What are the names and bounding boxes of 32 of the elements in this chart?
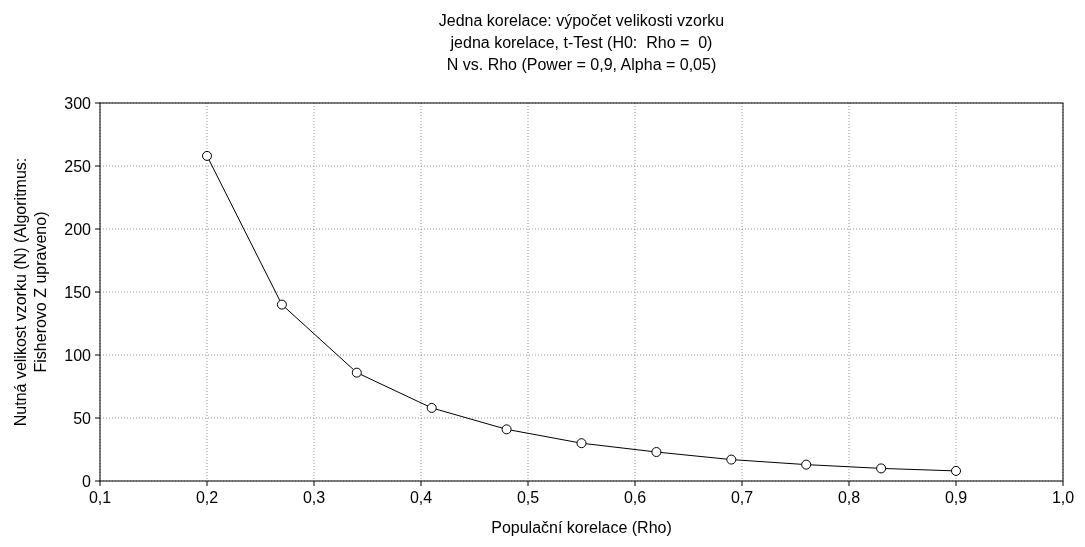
y-tick-label: 150 [64,284,92,301]
point [276,299,287,310]
point [351,367,362,378]
x-tick-label: 0,5 [516,489,540,506]
point [801,459,812,470]
x-tick-label: 0,7 [730,489,754,506]
chart-title: Jedna korelace: výpočet velikosti vzorku [438,12,725,29]
x-tick-label: 0,8 [837,489,861,506]
point [876,463,887,474]
y-axis-title: Nutná velikost vzorku (N) (Algoritmus: Fisherovo Z upraveno) [12,157,49,427]
x-tick-label: 0,1 [88,489,112,506]
y-tick-label: 50 [73,410,92,427]
x-tick-label: 0,6 [623,489,647,506]
point [951,465,961,476]
y-tick-label: 300 [64,95,92,112]
y-tick-label: 200 [64,221,92,238]
point [651,447,662,458]
y-tick-label: 0 [82,473,92,490]
point [576,438,587,449]
x-axis-title: Populační korelace (Rho) [491,519,672,536]
point [202,150,212,161]
x-tick-label: 0,4 [409,489,433,506]
point [426,402,437,413]
x-tick-label: 0,3 [302,489,326,506]
x-tick-label: 1,0 [1051,489,1075,506]
point [726,454,737,465]
point [501,424,512,435]
y-tick-label: 100 [64,347,92,364]
chart-subtitle: jedna korelace, t-Test (H0: Rho = 0) N vs. Rho (Power = 0,9, Alpha = 0,05) [446,34,717,73]
y-tick-label: 250 [64,158,92,175]
x-tick-label: 0,2 [195,489,219,506]
x-tick-label: 0,9 [944,489,968,506]
